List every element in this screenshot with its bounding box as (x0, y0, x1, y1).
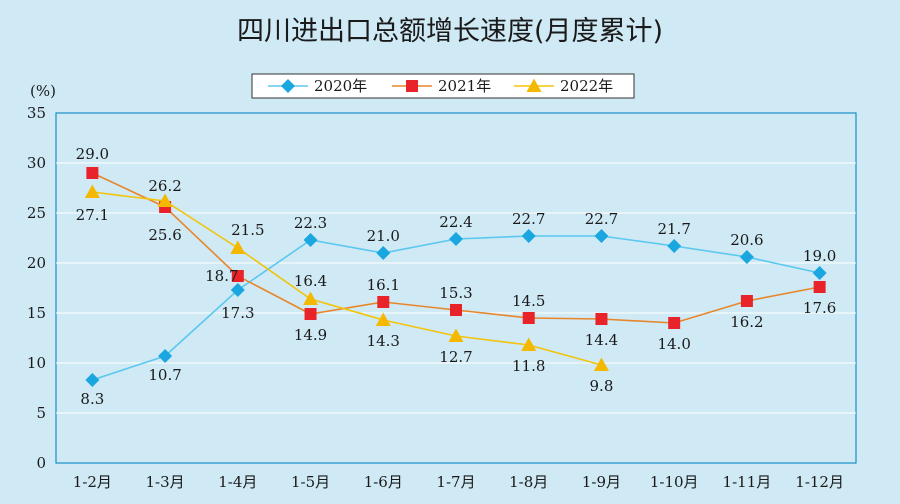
data-point (812, 266, 827, 280)
legend-label: 2020年 (314, 77, 367, 95)
data-label: 16.1 (367, 276, 400, 294)
x-tick-label: 1-10月 (650, 473, 699, 491)
data-label: 16.2 (730, 313, 763, 331)
legend-marker (526, 78, 542, 92)
y-tick-label: 0 (36, 454, 46, 472)
grid-lines (56, 162, 856, 414)
x-tick-label: 1-4月 (218, 473, 257, 491)
data-label: 20.6 (730, 231, 763, 249)
x-tick-label: 1-12月 (795, 473, 844, 491)
data-label: 21.5 (231, 221, 264, 239)
data-label: 21.7 (657, 220, 690, 238)
data-point (376, 246, 391, 260)
y-axis-unit: (%) (30, 82, 56, 100)
data-label: 26.2 (148, 177, 181, 195)
x-tick-label: 1-5月 (291, 473, 330, 491)
y-tick-label: 30 (27, 154, 46, 172)
data-point (303, 291, 319, 305)
x-tick-label: 1-8月 (509, 473, 548, 491)
data-label: 18.7 (205, 267, 238, 285)
data-label: 10.7 (148, 366, 181, 384)
data-label: 14.4 (585, 331, 618, 349)
data-point (594, 229, 609, 243)
data-label: 9.8 (590, 377, 614, 395)
legend-marker (406, 80, 418, 92)
x-axis: 1-2月 1-3月 1-4月 1-5月 1-6月 1-7月 1-8月 1-9月 1-10月 1-1… (73, 473, 844, 491)
series-2020年: 8.3 10.7 17.3 22.3 21.0 22.4 22.7 22.7 21.7 20.6 1… (80, 210, 836, 408)
data-label: 14.3 (367, 332, 400, 350)
data-label: 27.1 (76, 206, 109, 224)
data-point (230, 240, 246, 254)
data-label: 12.7 (439, 348, 472, 366)
data-point (231, 270, 244, 282)
series-line (92, 191, 602, 366)
data-point (86, 167, 99, 179)
data-label: 15.3 (439, 284, 472, 302)
data-point (740, 295, 753, 307)
data-label: 22.7 (585, 210, 618, 228)
data-point (375, 312, 391, 326)
data-point (158, 349, 173, 363)
y-tick-label: 15 (27, 304, 46, 322)
data-label: 19.0 (803, 247, 836, 265)
x-tick-label: 1-3月 (146, 473, 185, 491)
legend-label: 2022年 (560, 77, 613, 95)
data-label: 17.3 (221, 304, 254, 322)
data-point (667, 239, 682, 253)
data-point (304, 308, 317, 320)
plot-area (55, 112, 857, 464)
data-label: 8.3 (80, 390, 104, 408)
data-point (157, 193, 173, 207)
legend: 2020年 2021年 2022年 (251, 73, 635, 99)
y-tick-label: 20 (27, 254, 46, 272)
data-point (813, 281, 826, 293)
legend-label: 2021年 (438, 77, 491, 95)
legend-marker (281, 79, 295, 93)
data-point (593, 357, 609, 371)
series-layer: 8.3 10.7 17.3 22.3 21.0 22.4 22.7 22.7 21.7 20.6 1… (76, 145, 837, 408)
data-point (85, 373, 100, 387)
data-point (739, 250, 754, 264)
data-label: 14.0 (657, 335, 690, 353)
data-label: 22.7 (512, 210, 545, 228)
series-2021年: 29.0 25.6 18.7 14.9 16.1 15.3 14.5 14.4 14.0 16.2… (76, 145, 837, 353)
data-label: 21.0 (367, 227, 400, 245)
x-tick-label: 1-6月 (364, 473, 403, 491)
data-point (668, 317, 681, 329)
data-point (448, 328, 464, 342)
data-label: 29.0 (76, 145, 109, 163)
data-point (230, 283, 245, 297)
data-label: 25.6 (148, 226, 181, 244)
series-2022年: 27.1 26.2 21.5 16.4 14.3 12.7 11.8 9.8 (76, 177, 614, 395)
data-point (521, 337, 537, 351)
data-point (450, 304, 462, 316)
data-point (522, 312, 535, 324)
data-label: 22.4 (439, 213, 472, 231)
data-point (595, 313, 608, 325)
data-label: 22.3 (294, 214, 327, 232)
chart-title: 四川进出口总额增长速度(月度累计) (237, 16, 663, 47)
x-tick-label: 1-7月 (436, 473, 475, 491)
y-tick-label: 5 (36, 404, 46, 422)
data-label: 16.4 (294, 272, 327, 290)
legend-box (251, 73, 635, 99)
data-point (377, 296, 390, 308)
y-tick-label: 10 (27, 354, 46, 372)
y-tick-label: 35 (27, 104, 46, 122)
data-label: 11.8 (512, 357, 545, 375)
x-tick-label: 1-9月 (582, 473, 621, 491)
data-label: 17.6 (803, 299, 836, 317)
data-label: 14.5 (512, 292, 545, 310)
y-axis: 0 5 10 15 20 25 30 35 (27, 104, 46, 472)
x-tick-label: 1-2月 (73, 473, 112, 491)
x-tick-label: 1-11月 (723, 473, 772, 491)
data-point (521, 229, 536, 243)
y-tick-label: 25 (27, 204, 46, 222)
data-point (303, 233, 318, 247)
data-point (84, 184, 100, 198)
data-point (449, 232, 463, 246)
data-label: 14.9 (294, 326, 327, 344)
